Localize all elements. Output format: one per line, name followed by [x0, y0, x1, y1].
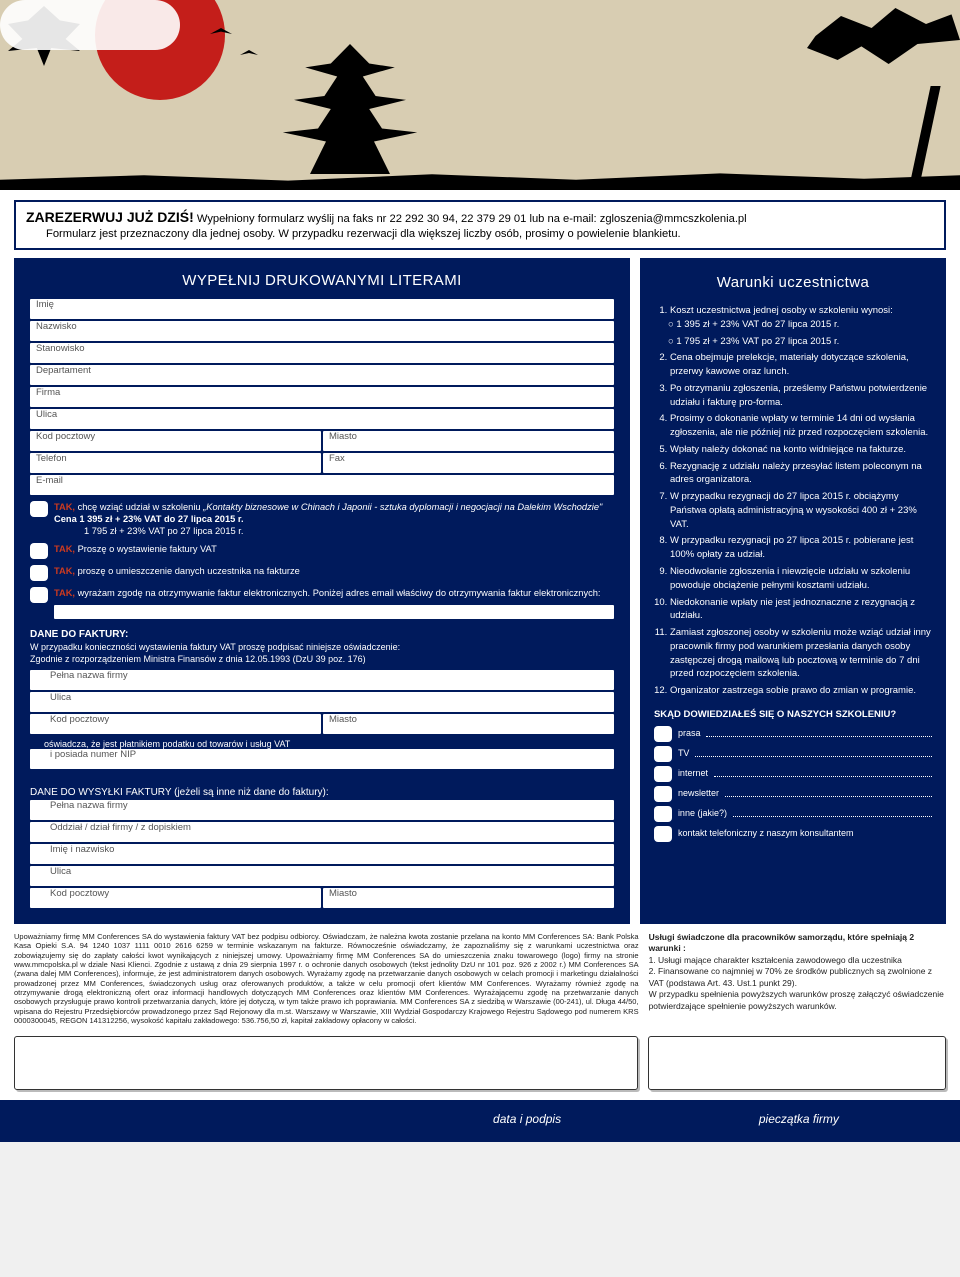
- checkbox-participant-on-invoice[interactable]: [30, 565, 48, 581]
- survey-newsletter[interactable]: [654, 786, 672, 802]
- ship-kod[interactable]: Kod pocztowy: [30, 888, 321, 908]
- field-firma[interactable]: Firma: [30, 387, 614, 407]
- chk2-text: TAK, Proszę o wystawienie faktury VAT: [54, 543, 217, 555]
- field-miasto[interactable]: Miasto: [323, 431, 614, 451]
- field-telefon[interactable]: Telefon: [30, 453, 321, 473]
- field-nazwisko[interactable]: Nazwisko: [30, 321, 614, 341]
- field-imie[interactable]: Imię: [30, 299, 614, 319]
- inv-pelna[interactable]: Pełna nazwa firmy: [30, 670, 614, 690]
- checkbox-einvoice[interactable]: [30, 587, 48, 603]
- ship-imie[interactable]: Imię i nazwisko: [30, 844, 614, 864]
- field-email[interactable]: E-mail: [30, 475, 614, 495]
- hero-banner: [0, 0, 960, 190]
- inv-ulica[interactable]: Ulica: [30, 692, 614, 712]
- chk3-text: TAK, proszę o umieszczenie danych uczest…: [54, 565, 300, 577]
- ship-head: DANE DO WYSYŁKI FAKTURY (jeżeli są inne …: [30, 787, 614, 798]
- invoice-data-sub: W przypadku konieczności wystawienia fak…: [30, 642, 614, 665]
- survey-prasa[interactable]: [654, 726, 672, 742]
- field-fax[interactable]: Fax: [323, 453, 614, 473]
- footer-stamp-label: pieczątka firmy: [652, 1112, 946, 1126]
- terms-column: Warunki uczestnictwa Koszt uczestnictwa …: [640, 258, 946, 924]
- survey-inne[interactable]: [654, 806, 672, 822]
- form-column: WYPEŁNIJ DRUKOWANYMI LITERAMI Imię Nazwi…: [14, 258, 630, 924]
- cloud-graphic: [0, 0, 180, 50]
- field-departament[interactable]: Departament: [30, 365, 614, 385]
- ship-oddzial[interactable]: Oddział / dział firmy / z dopiskiem: [30, 822, 614, 842]
- bird-icon: [240, 50, 258, 55]
- inv-miasto[interactable]: Miasto: [323, 714, 614, 734]
- survey-tv[interactable]: [654, 746, 672, 762]
- footer-signature-label: data i podpis: [412, 1112, 641, 1126]
- form-heading: WYPEŁNIJ DRUKOWANYMI LITERAMI: [30, 268, 614, 299]
- chk4-text: TAK, wyrażam zgodę na otrzymywanie faktu…: [54, 587, 601, 599]
- invoice-data-head: DANE DO FAKTURY:: [30, 629, 614, 640]
- inv-nip[interactable]: i posiada numer NIP: [30, 749, 614, 769]
- field-stanowisko[interactable]: Stanowisko: [30, 343, 614, 363]
- chk1-text: TAK, chcę wziąć udział w szkoleniu „Kont…: [54, 501, 602, 537]
- survey-kontakt[interactable]: [654, 826, 672, 842]
- survey-head: SKĄD DOWIEDZIAŁEŚ SIĘ O NASZYCH SZKOLENI…: [654, 708, 932, 722]
- inv-osw: oświadcza, że jest płatnikiem podatku od…: [30, 736, 614, 749]
- survey-internet[interactable]: [654, 766, 672, 782]
- reserve-line2: Formularz jest przeznaczony dla jednej o…: [26, 228, 681, 240]
- ship-pelna[interactable]: Pełna nazwa firmy: [30, 800, 614, 820]
- stamp-box[interactable]: [648, 1036, 946, 1090]
- field-kod[interactable]: Kod pocztowy: [30, 431, 321, 451]
- footer: data i podpis pieczątka firmy: [0, 1100, 960, 1142]
- pagoda-silhouette: [270, 44, 430, 174]
- inv-kod[interactable]: Kod pocztowy: [30, 714, 321, 734]
- signature-box[interactable]: [14, 1036, 638, 1090]
- terms-list: Koszt uczestnictwa jednej osoby w szkole…: [654, 304, 932, 698]
- ship-ulica[interactable]: Ulica: [30, 866, 614, 886]
- checkbox-participate[interactable]: [30, 501, 48, 517]
- ship-miasto[interactable]: Miasto: [323, 888, 614, 908]
- terms-heading: Warunki uczestnictwa: [654, 268, 932, 304]
- legal-side: Usługi świadczone dla pracowników samorz…: [649, 932, 946, 1026]
- reserve-title: ZAREZERWUJ JUŻ DZIŚ!: [26, 209, 194, 225]
- reserve-box: ZAREZERWUJ JUŻ DZIŚ! Wypełniony formular…: [14, 200, 946, 250]
- checkbox-invoice[interactable]: [30, 543, 48, 559]
- einvoice-email-input[interactable]: [54, 605, 614, 619]
- reserve-line1: Wypełniony formularz wyślij na faks nr 2…: [197, 213, 747, 225]
- field-ulica[interactable]: Ulica: [30, 409, 614, 429]
- legal-text: Upoważniamy firmę MM Conferences SA do w…: [14, 932, 639, 1026]
